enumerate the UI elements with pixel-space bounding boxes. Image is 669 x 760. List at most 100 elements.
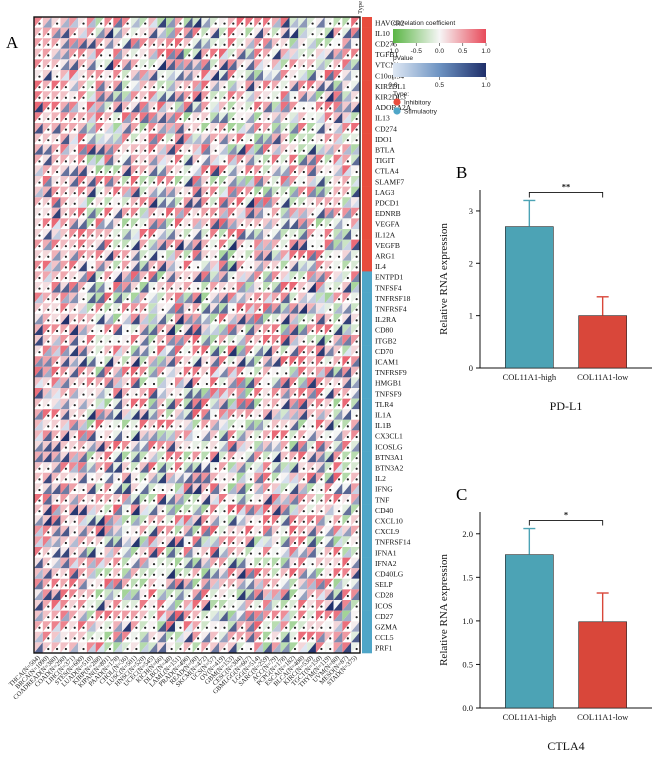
heatmap-corr-cell bbox=[122, 186, 131, 198]
heatmap-corr-cell bbox=[289, 101, 299, 113]
heatmap-corr-cell bbox=[113, 144, 123, 155]
heatmap-corr-cell bbox=[130, 239, 140, 251]
heatmap-corr-cell bbox=[78, 366, 87, 378]
heatmap-corr-cell bbox=[324, 430, 334, 441]
heatmap-corr-cell bbox=[351, 472, 360, 484]
heatmap-pvalue-cell bbox=[157, 313, 167, 325]
heatmap-corr-cell bbox=[78, 430, 87, 441]
heatmap-corr-cell bbox=[219, 430, 228, 441]
heatmap-pvalue-cell bbox=[34, 462, 43, 473]
significance-dot bbox=[55, 139, 59, 142]
heatmap-corr-cell bbox=[351, 313, 360, 325]
heatmap-pvalue-cell bbox=[254, 17, 264, 28]
heatmap-pvalue-cell bbox=[298, 176, 308, 187]
significance-dot bbox=[38, 234, 41, 237]
heatmap-corr-cell bbox=[86, 186, 96, 198]
heatmap-pvalue-cell bbox=[210, 356, 220, 367]
heatmap-pvalue-cell bbox=[351, 165, 360, 176]
heatmap-corr-cell bbox=[201, 462, 211, 473]
heatmap-corr-cell bbox=[324, 419, 334, 431]
heatmap-corr-cell bbox=[254, 229, 264, 240]
heatmap-corr-cell bbox=[298, 144, 308, 155]
heatmap-pvalue-cell bbox=[139, 101, 149, 113]
heatmap-corr-cell bbox=[210, 112, 220, 123]
significance-dot bbox=[267, 149, 270, 152]
heatmap-corr-cell bbox=[157, 345, 167, 357]
heatmap-pvalue-cell bbox=[236, 483, 246, 494]
heatmap-pvalue-cell bbox=[130, 218, 140, 229]
heatmap-corr-cell bbox=[183, 91, 193, 102]
heatmap-pvalue-cell bbox=[174, 483, 184, 494]
heatmap-corr-cell bbox=[157, 409, 167, 420]
heatmap-pvalue-cell bbox=[254, 324, 264, 335]
significance-dot bbox=[108, 117, 112, 121]
heatmap-pvalue-cell bbox=[210, 462, 220, 473]
heatmap-pvalue-cell bbox=[245, 27, 255, 39]
heatmap-corr-cell bbox=[201, 27, 211, 39]
heatmap-pvalue-cell bbox=[148, 186, 158, 198]
heatmap-pvalue-cell bbox=[69, 345, 79, 357]
significance-dot bbox=[135, 64, 138, 68]
heatmap-pvalue-cell bbox=[254, 366, 264, 378]
heatmap-pvalue-cell bbox=[219, 451, 228, 463]
heatmap-corr-cell bbox=[95, 345, 105, 357]
heatmap-pvalue-cell bbox=[210, 345, 220, 357]
heatmap-corr-cell bbox=[130, 377, 140, 388]
heatmap-pvalue-cell bbox=[271, 48, 281, 60]
heatmap-corr-cell bbox=[148, 356, 158, 367]
heatmap-pvalue-cell bbox=[192, 186, 202, 198]
heatmap-pvalue-cell bbox=[192, 101, 202, 113]
heatmap-corr-cell bbox=[69, 165, 79, 176]
heatmap-pvalue-cell bbox=[298, 70, 308, 81]
heatmap-corr-cell bbox=[42, 186, 52, 198]
heatmap-pvalue-cell bbox=[157, 441, 167, 452]
heatmap-pvalue-cell bbox=[210, 292, 220, 304]
heatmap-corr-cell bbox=[78, 313, 87, 325]
heatmap-corr-cell bbox=[333, 48, 343, 60]
significance-dot bbox=[38, 33, 41, 36]
heatmap-pvalue-cell bbox=[342, 112, 352, 123]
significance-dot bbox=[126, 181, 129, 184]
significance-dot bbox=[196, 33, 200, 36]
heatmap-corr-cell bbox=[324, 17, 334, 28]
heatmap-corr-cell bbox=[34, 48, 43, 60]
significance-dot bbox=[311, 202, 314, 205]
heatmap-corr-cell bbox=[183, 186, 193, 198]
heatmap-pvalue-cell bbox=[104, 292, 114, 304]
heatmap-pvalue-cell bbox=[333, 197, 343, 208]
heatmap-pvalue-cell bbox=[69, 186, 79, 198]
heatmap-pvalue-cell bbox=[324, 271, 334, 282]
heatmap-pvalue-cell bbox=[42, 303, 52, 314]
heatmap-pvalue-cell bbox=[86, 197, 96, 208]
heatmap-pvalue-cell bbox=[157, 271, 167, 282]
heatmap-corr-cell bbox=[122, 239, 131, 251]
heatmap-pvalue-cell bbox=[324, 70, 334, 81]
heatmap-corr-cell bbox=[254, 165, 264, 176]
heatmap-pvalue-cell bbox=[130, 356, 140, 367]
heatmap-pvalue-cell bbox=[122, 419, 131, 431]
heatmap-corr-cell bbox=[245, 282, 255, 293]
heatmap-pvalue-cell bbox=[78, 91, 87, 102]
heatmap-pvalue-cell bbox=[34, 133, 43, 145]
heatmap-corr-cell bbox=[174, 271, 184, 282]
heatmap-corr-cell bbox=[69, 494, 79, 505]
heatmap-pvalue-cell bbox=[192, 366, 202, 378]
heatmap-pvalue-cell bbox=[201, 207, 211, 219]
heatmap-pvalue-cell bbox=[351, 80, 360, 92]
heatmap-pvalue-cell bbox=[86, 133, 96, 145]
heatmap-corr-cell bbox=[315, 398, 325, 410]
heatmap-pvalue-cell bbox=[51, 335, 61, 346]
heatmap-pvalue-cell bbox=[227, 409, 237, 420]
heatmap-pvalue-cell bbox=[174, 239, 184, 251]
heatmap-corr-cell bbox=[263, 176, 272, 187]
heatmap-pvalue-cell bbox=[183, 186, 193, 198]
heatmap-pvalue-cell bbox=[263, 366, 272, 378]
heatmap-pvalue-cell bbox=[174, 91, 184, 102]
heatmap-pvalue-cell bbox=[280, 133, 290, 145]
heatmap-pvalue-cell bbox=[298, 451, 308, 463]
heatmap-pvalue-cell bbox=[298, 462, 308, 473]
heatmap-corr-cell bbox=[342, 133, 352, 145]
heatmap-pvalue-cell bbox=[166, 409, 175, 420]
heatmap-pvalue-cell bbox=[113, 48, 123, 60]
heatmap-pvalue-cell bbox=[289, 441, 299, 452]
